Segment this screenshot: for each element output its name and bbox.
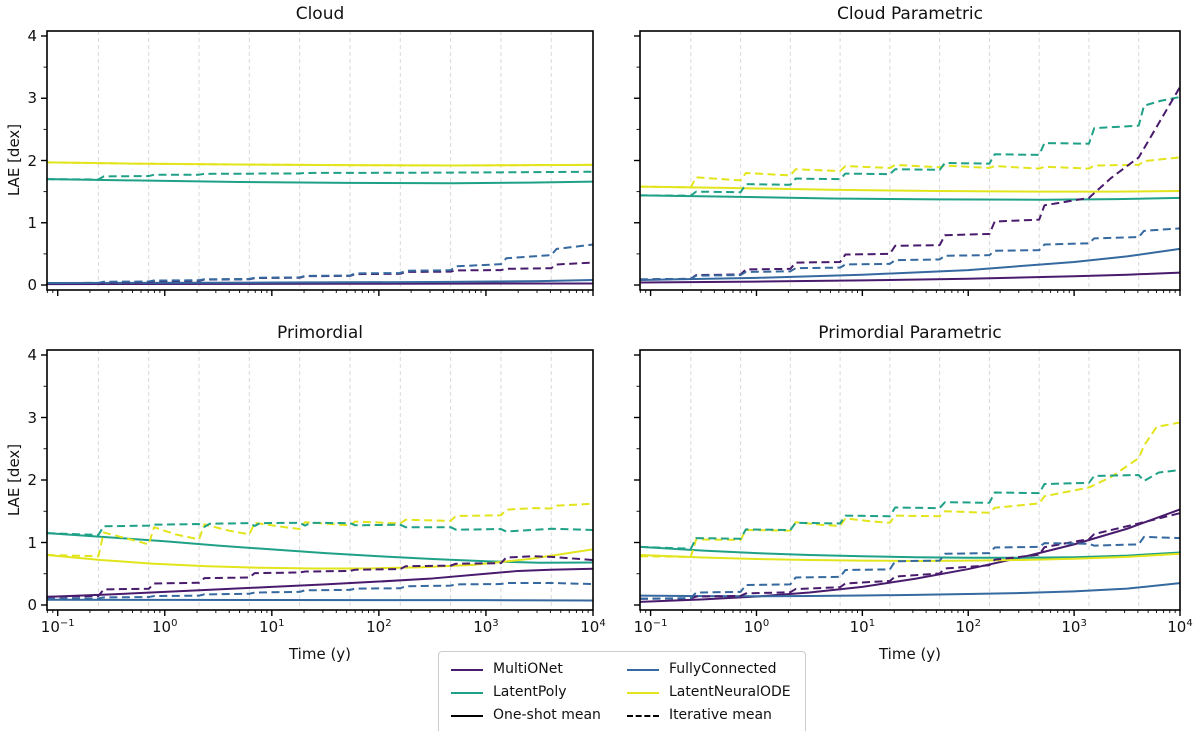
- panel-title-primordial-parametric: Primordial Parametric: [818, 323, 1002, 343]
- series-multionet-one-shot: [47, 567, 593, 598]
- x-tick-label: 104: [1167, 618, 1193, 636]
- series-latentpoly-one-shot: [640, 545, 1180, 559]
- series-multionet-one-shot: [47, 282, 593, 286]
- x-tick-label: 10−1: [40, 618, 75, 636]
- legend-label: FullyConnected: [668, 661, 777, 677]
- legend-label: One-shot mean: [493, 707, 601, 723]
- x-tick-label: 103: [473, 618, 499, 636]
- series-latentpoly-iterative: [640, 96, 1180, 197]
- series-latentneuralode-iterative: [47, 502, 593, 558]
- y-tick-label: 0: [27, 596, 37, 614]
- series-fullyconnected-one-shot: [640, 247, 1180, 282]
- y-tick-label: 4: [27, 346, 37, 364]
- x-tick-label: 104: [580, 618, 606, 636]
- legend-item-oneshot-mean: One-shot mean: [451, 707, 601, 724]
- panel-title-cloud: Cloud: [295, 4, 345, 24]
- iterative-mean-line-swatch: [626, 714, 659, 717]
- series-latentpoly-iterative: [47, 170, 593, 181]
- plot-border: [46, 30, 594, 291]
- panel-title-primordial: Primordial: [277, 323, 363, 343]
- x-tick-label: 100: [152, 618, 178, 636]
- legend-item-latentneuralode: LatentNeuralODE: [626, 684, 791, 701]
- series-latentneuralode-iterative: [640, 421, 1180, 558]
- legend: MultiONet FullyConnected LatentPoly Late…: [438, 651, 806, 731]
- series-multionet-iterative: [640, 512, 1180, 600]
- legend-item-iterative-mean: Iterative mean: [626, 707, 791, 724]
- panel-plot-primordial: [41, 349, 594, 616]
- panel-title-cloud-parametric: Cloud Parametric: [836, 4, 984, 24]
- series-fullyconnected-one-shot: [47, 598, 593, 602]
- y-tick-label: 2: [27, 471, 37, 489]
- y-axis-label-bottom: LAE [dex]: [5, 443, 23, 517]
- y-tick-label: 1: [27, 533, 37, 552]
- x-tick-label: 103: [1061, 618, 1087, 636]
- y-tick-label: 3: [27, 89, 37, 108]
- series-latentpoly-iterative: [47, 521, 593, 536]
- x-tick-label: 100: [743, 618, 770, 636]
- y-tick-label: 0: [27, 276, 37, 295]
- series-fullyconnected-one-shot: [47, 279, 593, 285]
- series-latentpoly-one-shot: [47, 532, 593, 564]
- legend-label: LatentPoly: [493, 684, 567, 700]
- oneshot-mean-line-swatch: [451, 714, 483, 717]
- x-tick-label: 102: [955, 618, 981, 636]
- fullyconnected-line-swatch: [626, 668, 659, 671]
- x-tick-label: 101: [259, 618, 285, 636]
- panel-plot-primordial-parametric: [634, 349, 1181, 616]
- series-latentneuralode-iterative: [47, 161, 593, 167]
- series-fullyconnected-iterative: [640, 227, 1180, 281]
- series-fullyconnected-iterative: [47, 582, 593, 600]
- series-fullyconnected-iterative: [47, 243, 593, 285]
- legend-item-fullyconnected: FullyConnected: [626, 661, 791, 678]
- latentneuralode-line-swatch: [626, 691, 659, 694]
- x-tick-label: 101: [849, 618, 876, 636]
- series-fullyconnected-iterative: [640, 535, 1180, 600]
- series-latentpoly-one-shot: [47, 178, 593, 185]
- plot-border: [639, 349, 1181, 611]
- series-multionet-iterative: [47, 555, 593, 598]
- legend-label: Iterative mean: [668, 707, 772, 723]
- x-axis-label-left: Time (y): [288, 645, 352, 663]
- legend-item-multionet: MultiONet: [451, 661, 601, 678]
- y-axis-label-top: LAE [dex]: [5, 123, 23, 197]
- legend-item-latentpoly: LatentPoly: [451, 684, 601, 701]
- series-latentneuralode-one-shot: [640, 185, 1180, 193]
- x-tick-label: 10−1: [633, 618, 668, 636]
- series-latentneuralode-iterative: [640, 156, 1180, 189]
- x-tick-label: 102: [366, 618, 392, 636]
- latentpoly-line-swatch: [451, 691, 483, 694]
- y-tick-label: 1: [27, 213, 37, 232]
- series-multionet-one-shot: [640, 271, 1180, 284]
- legend-label: MultiONet: [493, 661, 563, 677]
- legend-label: LatentNeuralODE: [668, 684, 791, 700]
- y-tick-label: 4: [27, 26, 37, 45]
- series-latentpoly-iterative: [640, 469, 1180, 550]
- plot-border: [639, 30, 1181, 291]
- series-multionet-one-shot: [640, 508, 1180, 603]
- panel-plot-cloud-parametric: [634, 30, 1181, 296]
- series-latentpoly-one-shot: [640, 194, 1180, 201]
- panel-plot-cloud: [41, 30, 594, 296]
- y-tick-label: 3: [27, 408, 37, 427]
- y-tick-label: 2: [27, 151, 37, 170]
- multionet-line-swatch: [451, 668, 483, 671]
- series-multionet-iterative: [640, 86, 1180, 281]
- x-axis-label-right: Time (y): [878, 645, 942, 663]
- series-fullyconnected-one-shot: [640, 582, 1180, 598]
